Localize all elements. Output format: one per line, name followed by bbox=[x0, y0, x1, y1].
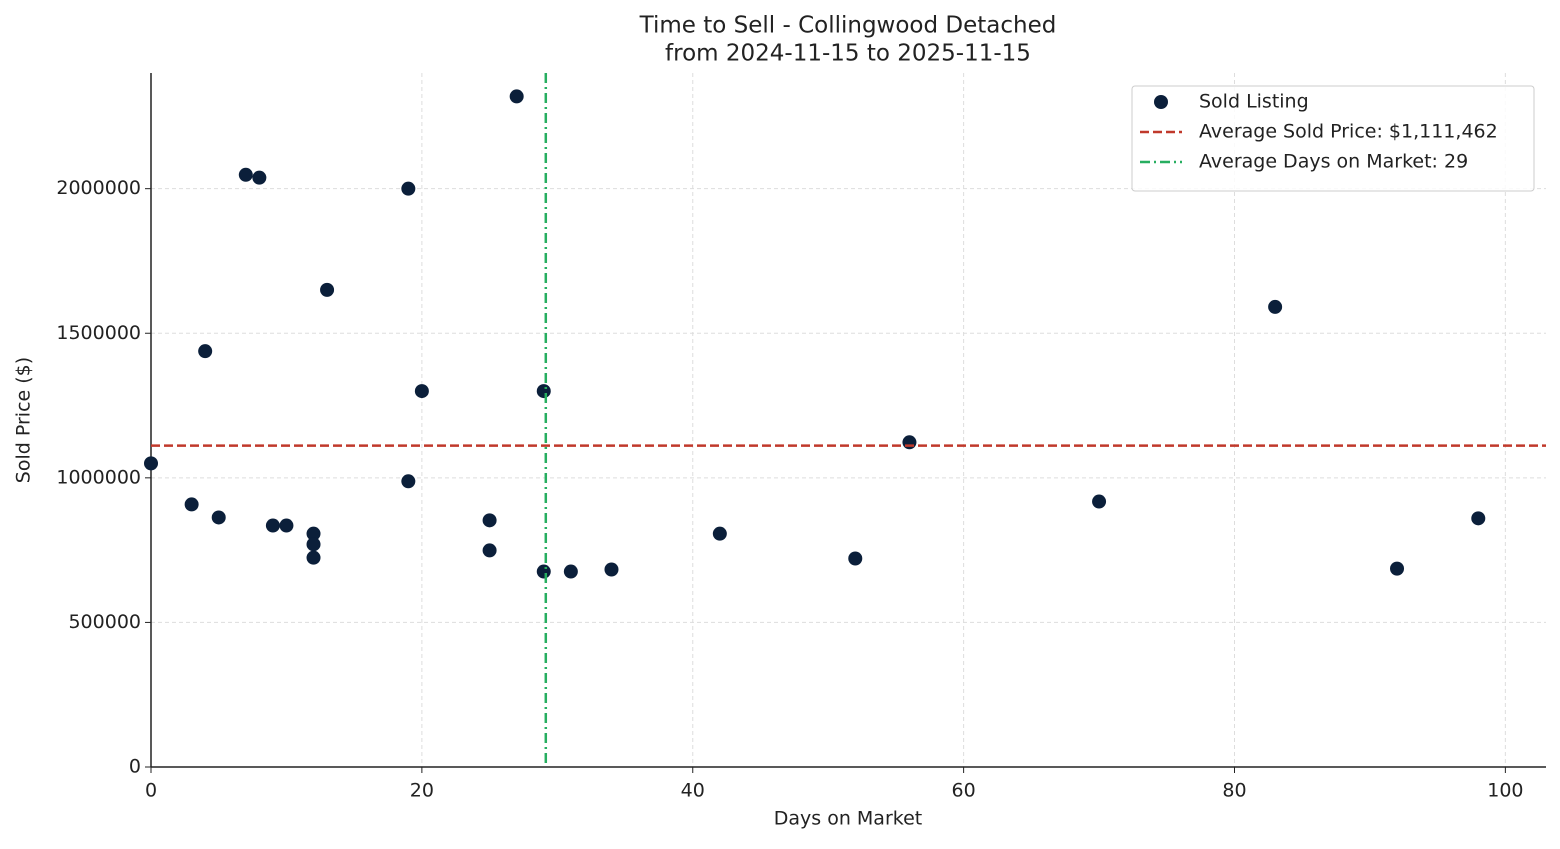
chart-title: Time to Sell - Collingwood Detached bbox=[639, 13, 1057, 39]
x-tick-label: 40 bbox=[681, 780, 705, 802]
point bbox=[414, 384, 429, 399]
y-tick-label: 500000 bbox=[68, 611, 141, 633]
point bbox=[563, 564, 578, 579]
legend-label: Average Sold Price: $1,111,462 bbox=[1199, 121, 1498, 143]
point bbox=[320, 282, 335, 297]
point bbox=[482, 513, 497, 528]
point bbox=[279, 518, 294, 533]
chart-subtitle: from 2024-11-15 to 2025-11-15 bbox=[665, 41, 1031, 67]
y-tick-label: 1500000 bbox=[56, 322, 141, 344]
point bbox=[401, 181, 416, 196]
point bbox=[144, 456, 158, 471]
point bbox=[1268, 299, 1283, 314]
y-axis-label: Sold Price ($) bbox=[13, 357, 35, 483]
y-tick-label: 1000000 bbox=[56, 466, 141, 488]
point bbox=[184, 497, 199, 512]
point bbox=[482, 543, 497, 558]
point bbox=[306, 550, 321, 565]
legend-label: Sold Listing bbox=[1199, 91, 1309, 113]
x-tick-label: 20 bbox=[410, 780, 434, 802]
y-tick-label: 2000000 bbox=[56, 177, 141, 199]
point bbox=[211, 510, 226, 525]
x-tick-label: 60 bbox=[952, 780, 976, 802]
point bbox=[848, 551, 863, 566]
x-axis-label: Days on Market bbox=[774, 808, 922, 830]
legend-label: Average Days on Market: 29 bbox=[1199, 151, 1468, 173]
x-tick-label: 100 bbox=[1487, 780, 1523, 802]
point bbox=[265, 518, 280, 533]
point bbox=[1092, 494, 1107, 509]
point bbox=[198, 344, 213, 359]
point bbox=[1471, 511, 1486, 526]
point bbox=[604, 562, 619, 577]
point bbox=[238, 167, 253, 182]
legend-marker bbox=[1154, 95, 1168, 109]
point bbox=[252, 170, 267, 185]
x-tick-label: 0 bbox=[145, 780, 157, 802]
point bbox=[306, 526, 321, 541]
point bbox=[902, 435, 917, 450]
point bbox=[536, 384, 551, 399]
point bbox=[306, 537, 321, 552]
point bbox=[712, 526, 727, 541]
y-tick-label: 0 bbox=[129, 756, 141, 778]
point bbox=[401, 474, 416, 489]
legend-box bbox=[1131, 85, 1535, 192]
point bbox=[536, 564, 551, 579]
point bbox=[509, 89, 524, 104]
x-tick-label: 80 bbox=[1222, 780, 1246, 802]
point bbox=[1390, 561, 1405, 576]
